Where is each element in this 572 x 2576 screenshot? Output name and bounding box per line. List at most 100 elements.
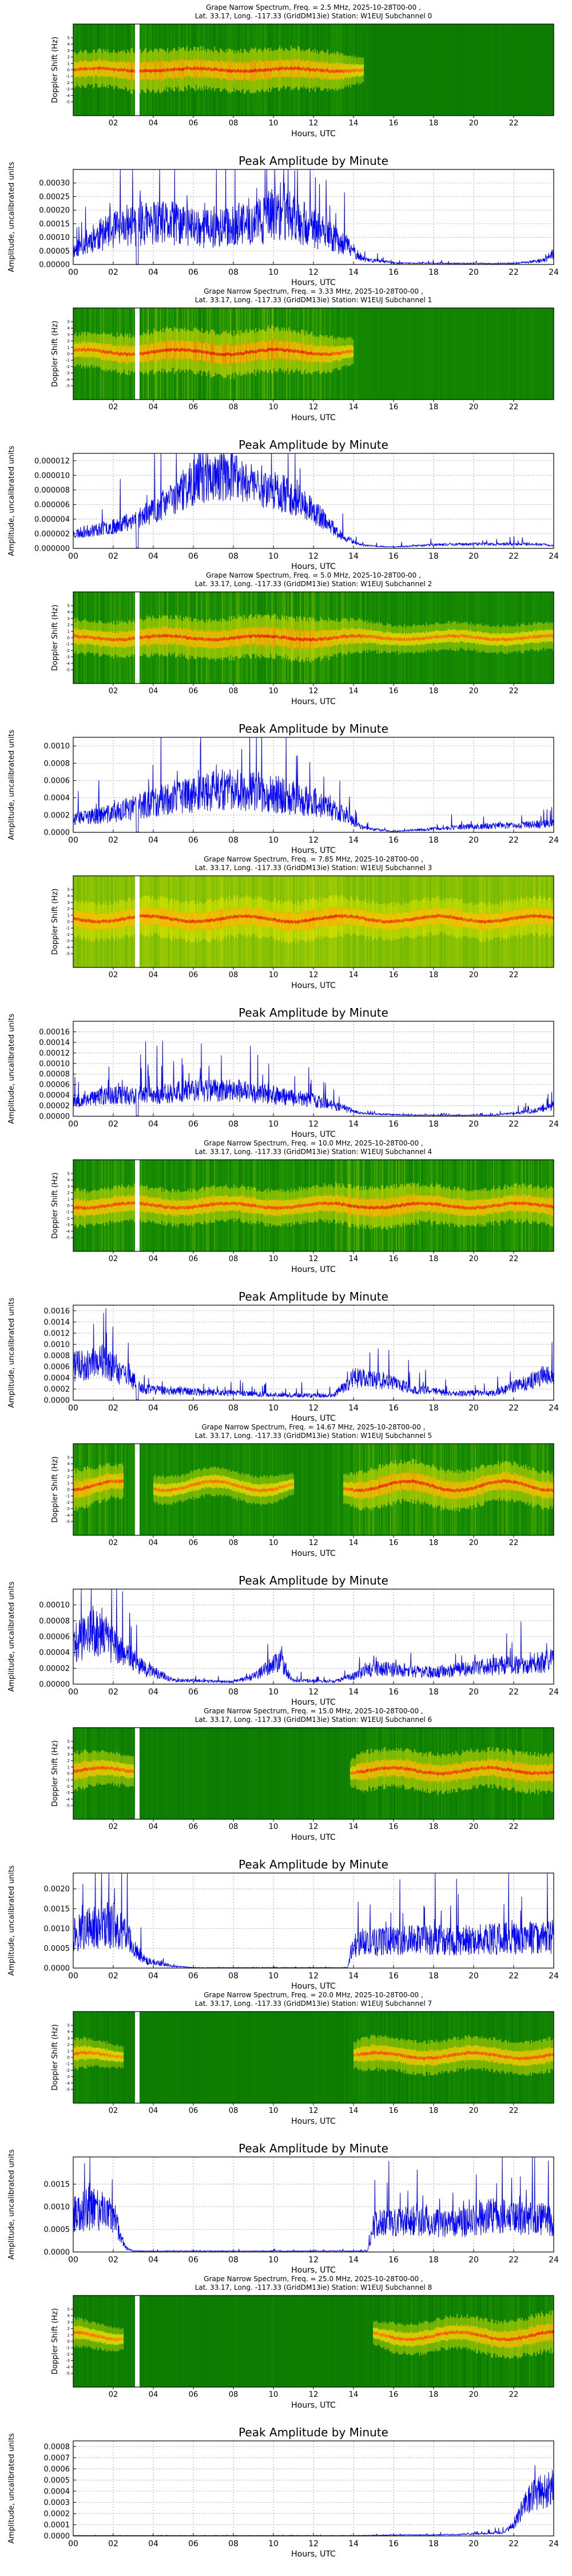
spectrogram-carrier [278,347,280,351]
spectrogram-column [434,308,435,400]
spectrogram-carrier [308,351,309,355]
spectrogram-subtitle-1: Lat. 33.17, Long. -117.33 (GridDM13ie) S… [195,296,432,304]
spectrogram-column [495,24,497,116]
spectrogram-carrier [166,634,168,638]
spectrogram-carrier [452,634,454,638]
spectrogram-carrier [177,635,179,638]
spectrogram-carrier [174,68,176,72]
spectrogram-carrier [421,637,423,640]
spectrogram-column [482,24,483,116]
spectrogram-carrier [514,637,515,641]
spectrogram-carrier [261,634,263,638]
spectrogram-carrier [365,635,367,638]
spectrogram-carrier [254,634,256,637]
spectrogram-carrier [79,635,81,639]
spectrogram-column [537,24,538,116]
spectrogram-carrier [210,68,212,72]
spectrogram-column [448,24,450,116]
spectrogram-carrier [117,919,118,922]
spectrogram-carrier [379,636,380,639]
spectrogram-carrier [252,349,253,353]
spectrogram-carrier [295,66,297,70]
spectrogram-carrier [283,635,284,639]
spectrogram-carrier [156,635,157,638]
spectrogram-carrier [392,638,394,641]
spectrogram-xtick-label: 08 [229,119,239,128]
spectrogram-xtick-label: 06 [189,687,198,696]
spectrogram-column [438,308,440,400]
spectrogram-carrier [145,635,147,638]
spectrogram-carrier [472,635,474,639]
spectrogram-column [388,24,390,116]
spectrogram-carrier [181,635,182,638]
spectrogram-carrier [244,635,245,638]
spectrogram-column [463,308,465,400]
spectrogram-carrier [96,637,98,640]
spectrogram-carrier [219,69,220,72]
spectrogram-carrier [488,638,490,641]
spectrogram-carrier [551,634,553,638]
spectrogram-carrier [154,69,156,73]
spectrogram-carrier [318,638,320,641]
spectrogram-carrier [311,638,313,642]
spectrogram-xtick-label: 20 [469,403,479,412]
spectrogram-carrier [332,351,333,355]
spectrogram-carrier [96,66,98,70]
spectrogram-carrier [329,637,331,640]
spectrogram-carrier [150,350,152,354]
spectrogram-carrier [144,635,146,639]
spectrogram-carrier [93,68,94,71]
spectrogram-carrier [85,349,86,352]
spectrogram-column [386,308,387,400]
spectrogram-carrier [484,637,486,640]
spectrogram-ytick-label: -1 [66,358,70,363]
spectrogram-carrier [333,635,335,639]
spectrogram-carrier [542,634,544,638]
spectrogram-carrier [230,636,232,639]
spectrogram-carrier [216,353,218,356]
spectrogram-column [496,308,498,400]
spectrogram-carrier [336,69,338,73]
spectrogram-column [508,24,510,116]
spectrogram-carrier [296,637,298,640]
spectrogram-carrier [456,635,458,638]
spectrogram-carrier [271,68,273,72]
spectrogram-column [423,308,425,400]
spectrogram-carrier [162,634,164,638]
spectrogram-carrier [285,349,287,352]
spectrogram-carrier [459,635,460,638]
spectrogram-carrier [402,638,403,641]
spectrogram-carrier [237,636,239,639]
spectrogram-carrier [199,349,201,353]
spectrogram-carrier [530,635,531,639]
spectrogram-column [382,308,384,400]
spectrogram-carrier [219,353,220,356]
spectrogram-column [471,24,473,116]
spectrogram-carrier [351,634,353,638]
spectrogram-carrier [222,68,224,72]
spectrogram-carrier [111,68,113,72]
spectrogram-carrier [86,635,88,638]
spectrogram-carrier [217,353,219,356]
spectrogram-carrier [210,638,212,642]
spectrogram-column [379,308,380,400]
spectrogram-column [443,24,444,116]
spectrogram-carrier [156,349,157,353]
spectrogram-column [500,24,502,116]
spectrogram-column [458,308,459,400]
spectrogram-carrier [77,349,78,352]
spectrogram-xlabel: Hours, UTC [291,413,336,422]
spectrogram-column [524,308,526,400]
spectrogram-carrier [310,638,312,642]
spectrogram-carrier [286,348,288,351]
spectrogram-ytick-label: 2 [67,55,70,60]
spectrogram-carrier [340,635,341,638]
spectrogram-carrier [321,69,323,72]
spectrogram-column [551,308,553,400]
spectrogram-carrier [293,350,295,353]
spectrogram-column [407,308,409,400]
spectrogram-carrier [247,635,249,638]
spectrogram-carrier [469,635,471,639]
spectrogram-carrier [209,67,211,70]
peak-xlabel: Hours, UTC [291,278,336,287]
